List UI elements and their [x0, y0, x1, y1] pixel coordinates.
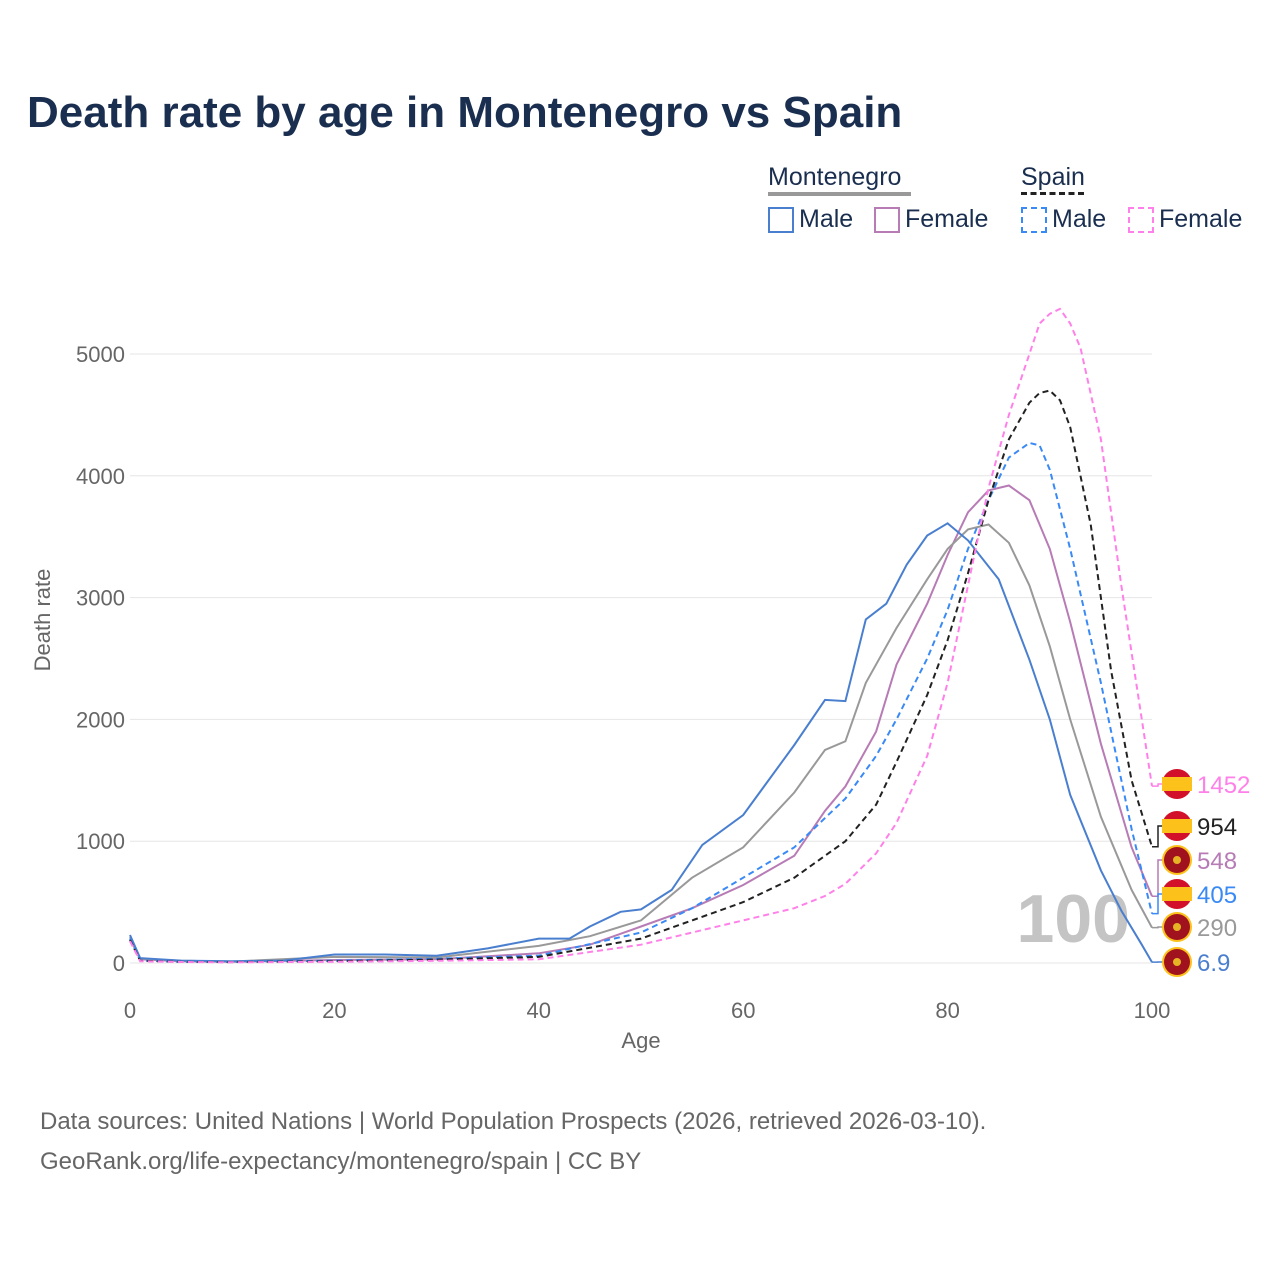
chart-title: Death rate by age in Montenegro vs Spain: [27, 88, 903, 137]
y-tick-label: 2000: [76, 707, 125, 732]
end-label: 1452: [1197, 772, 1250, 799]
legend-swatch-montenegro-female: [874, 207, 900, 233]
x-tick-label: 100: [1134, 998, 1171, 1023]
end-label: 405: [1197, 882, 1237, 909]
end-label: 6.9: [1197, 950, 1230, 977]
source-line-2: GeoRank.org/life-expectancy/montenegro/s…: [40, 1148, 642, 1175]
legend-label-spain-male: Male: [1052, 205, 1107, 233]
series-line-montenegro-total: [129, 523, 1153, 963]
legend-group-spain: Spain: [1021, 163, 1085, 191]
series-line-spain-male: [129, 441, 1153, 964]
spain-flag-stripe: [1162, 887, 1192, 901]
y-tick-label: 1000: [76, 829, 125, 854]
y-tick-label: 3000: [76, 586, 125, 611]
end-label-connector: [1152, 783, 1164, 787]
series-line-spain-female: [129, 307, 1153, 964]
spain-flag-stripe: [1162, 777, 1192, 791]
series-line-montenegro-female: [129, 484, 1153, 963]
y-tick-label: 0: [113, 951, 125, 976]
series-line-montenegro-male: [129, 522, 1153, 963]
legend-montenegro-underline: [768, 192, 911, 196]
end-label: 290: [1197, 915, 1237, 942]
legend-label-montenegro-female: Female: [905, 205, 989, 233]
source-line-1: Data sources: United Nations | World Pop…: [40, 1108, 987, 1135]
montenegro-flag-emblem: [1173, 958, 1181, 966]
watermark-age: 100: [1017, 881, 1130, 957]
x-tick-label: 20: [322, 998, 346, 1023]
end-label: 954: [1197, 814, 1237, 841]
legend-swatch-montenegro-male: [768, 207, 794, 233]
x-tick-label: 80: [935, 998, 959, 1023]
end-label: 548: [1197, 848, 1237, 875]
end-label-connector: [1152, 825, 1164, 848]
montenegro-flag-emblem: [1173, 923, 1181, 931]
legend-label-spain-female: Female: [1159, 205, 1243, 233]
legend-group-montenegro: Montenegro: [768, 163, 902, 191]
legend-swatch-spain-male: [1021, 207, 1047, 233]
montenegro-flag-emblem: [1173, 856, 1181, 864]
end-label-connector: [1152, 893, 1164, 915]
end-label-connector: [1152, 859, 1164, 898]
x-tick-label: 60: [731, 998, 755, 1023]
legend-swatch-spain-female: [1128, 207, 1154, 233]
legend-spain-underline: [1021, 192, 1084, 195]
y-tick-label: 4000: [76, 464, 125, 489]
y-axis-label: Death rate: [30, 569, 55, 672]
x-axis-label: Age: [621, 1028, 660, 1053]
legend-label-montenegro-male: Male: [799, 205, 854, 233]
y-tick-label: 5000: [76, 342, 125, 367]
end-label-connector: [1152, 926, 1164, 929]
spain-flag-stripe: [1162, 819, 1192, 833]
series-line-spain-total: [129, 389, 1153, 964]
x-tick-label: 40: [527, 998, 551, 1023]
x-tick-label: 0: [124, 998, 136, 1023]
